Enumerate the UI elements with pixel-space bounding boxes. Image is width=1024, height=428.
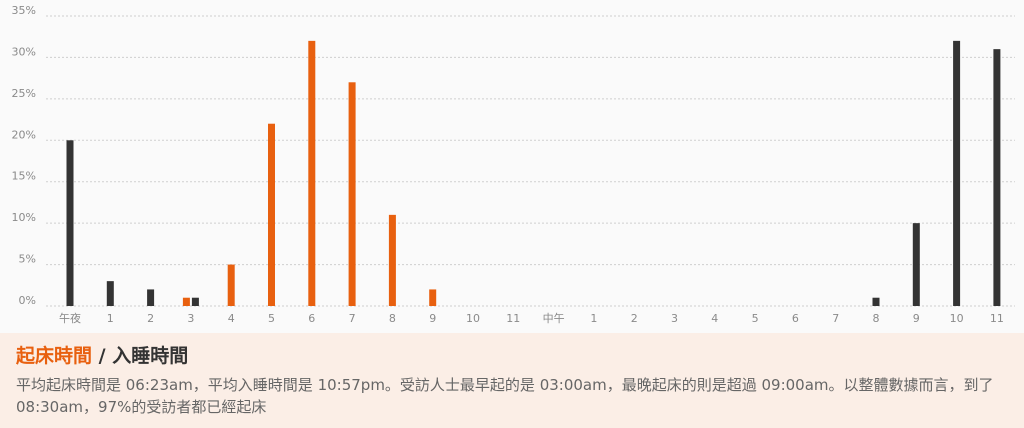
y-tick-label: 0% <box>19 294 36 307</box>
chart-area: 0% 5% 10% 15% 20% 25% 30% 35% 午夜 1 2 3 4 5 6 7 8 9 10 11 中午 1… <box>11 4 1015 325</box>
y-tick-label: 20% <box>12 128 36 141</box>
sleep-bar <box>993 49 1001 307</box>
x-tick-label: 2 <box>147 312 154 325</box>
y-tick-label: 15% <box>12 170 36 183</box>
wake-bar <box>182 297 190 306</box>
caption-description: 平均起床時間是 06:23am，平均入睡時間是 10:57pm。受訪人士最早起的… <box>16 376 994 416</box>
wake-bar <box>308 40 316 306</box>
x-tick-label: 1 <box>107 312 114 325</box>
x-tick-label: 9 <box>429 312 436 325</box>
x-tick-label: 4 <box>711 312 718 325</box>
wake-time-label: 起床時間 <box>16 345 93 367</box>
caption-title: 起床時間 / 入睡時間 <box>16 341 188 368</box>
x-tick-label: 10 <box>950 312 964 325</box>
sleep-bar <box>147 289 155 306</box>
x-tick-label: 5 <box>268 312 275 325</box>
x-tick-label: 中午 <box>543 312 565 325</box>
sleep-bar <box>106 281 114 306</box>
sleep-bar <box>872 297 880 306</box>
sleep-bar <box>66 140 74 306</box>
x-tick-label: 3 <box>187 312 194 325</box>
y-tick-label: 35% <box>12 4 36 17</box>
x-tick-label: 午夜 <box>59 311 81 325</box>
sleep-bar <box>953 40 961 306</box>
caption-panel <box>0 333 1024 428</box>
sleep-bar <box>191 297 199 306</box>
title-separator: / <box>92 345 113 367</box>
x-tick-label: 6 <box>792 312 799 325</box>
x-tick-label: 8 <box>873 312 880 325</box>
x-tick-label: 7 <box>349 312 356 325</box>
wake-bar <box>429 289 437 306</box>
y-tick-label: 10% <box>12 211 36 224</box>
y-tick-label: 5% <box>19 253 36 266</box>
x-tick-label: 2 <box>631 312 638 325</box>
wake-bar <box>268 123 275 306</box>
y-tick-label: 30% <box>12 45 36 58</box>
x-tick-label: 11 <box>990 312 1004 325</box>
wake-bar <box>348 82 356 307</box>
y-tick-label: 25% <box>12 87 36 100</box>
x-tick-label: 6 <box>308 312 315 325</box>
x-tick-label: 3 <box>671 312 678 325</box>
x-tick-label: 8 <box>389 312 396 325</box>
x-tick-label: 4 <box>228 312 235 325</box>
wake-bar <box>227 264 235 306</box>
sleep-time-label: 入睡時間 <box>112 345 189 367</box>
bar-chart: 0% 5% 10% 15% 20% 25% 30% 35% 午夜 1 2 3 4 5 6 7 8 9 10 11 中午 1… <box>12 4 1015 325</box>
x-tick-label: 5 <box>752 312 759 325</box>
x-tick-label: 7 <box>832 312 839 325</box>
x-tick-label: 1 <box>590 312 597 325</box>
wake-bar <box>388 214 396 306</box>
sleep-bar <box>912 223 920 306</box>
x-tick-label: 11 <box>506 312 520 325</box>
x-tick-label: 9 <box>913 312 920 325</box>
x-tick-label: 10 <box>466 312 480 325</box>
